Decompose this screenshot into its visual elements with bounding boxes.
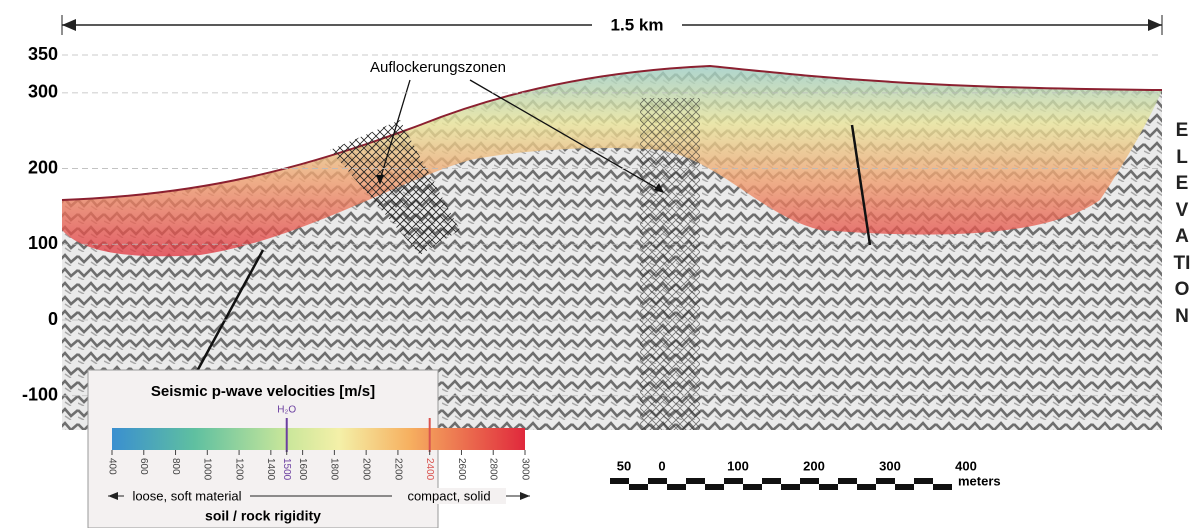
- scale-segment: [762, 478, 781, 484]
- scale-segment: [800, 478, 819, 484]
- scale-label: 400: [955, 458, 977, 473]
- colorbar-tick-label: 1800: [329, 458, 340, 481]
- scale-label: 100: [727, 458, 749, 473]
- colorbar-tick-label: 2600: [456, 458, 467, 481]
- colorbar-tick-label: 3000: [519, 458, 530, 481]
- scale-segment: [876, 478, 895, 484]
- colorbar-tick-label: 1400: [265, 458, 276, 481]
- legend-caption: soil / rock rigidity: [205, 508, 321, 524]
- scale-segment: [933, 484, 952, 490]
- scale-segment: [781, 484, 800, 490]
- elevation-tick-label: 0: [48, 309, 58, 329]
- colorbar-tick-label: 1600: [297, 458, 308, 481]
- scale-segment: [819, 484, 838, 490]
- colorbar-tick-label: 2800: [488, 458, 499, 481]
- elevation-tick-label: 350: [28, 44, 58, 64]
- scale-segment: [667, 484, 686, 490]
- colorbar-tick-label: 400: [106, 458, 117, 475]
- scale-label: 0: [658, 458, 665, 473]
- scale-label: 50: [617, 458, 631, 473]
- colorbar-tick-label: 600: [138, 458, 149, 475]
- elevation-tick-label: -100: [22, 384, 58, 404]
- scale-segment: [610, 478, 629, 484]
- colorbar-tick-label: 1200: [233, 458, 244, 481]
- legend-title: Seismic p-wave velocities [m/s]: [151, 383, 375, 400]
- colorbar-tick-label: 1000: [202, 458, 213, 481]
- scale-segment: [648, 478, 667, 484]
- scale-segment: [838, 478, 857, 484]
- scale-segment: [686, 478, 705, 484]
- elevation-tick-label: 100: [28, 233, 58, 253]
- scale-segment: [629, 484, 648, 490]
- colorbar-tick-label: 2200: [392, 458, 403, 481]
- colorbar-tick-label: 2000: [361, 458, 372, 481]
- right-label: compact, solid: [407, 488, 490, 503]
- scale-segment: [914, 478, 933, 484]
- scale-label: 300: [879, 458, 901, 473]
- colorbar-tick-label: 1500: [281, 458, 292, 481]
- scale-segment: [857, 484, 876, 490]
- elevation-tick-label: 200: [28, 157, 58, 177]
- elevation-label: ELEVATION: [1173, 120, 1191, 327]
- annotation: Auflockerungszonen: [370, 59, 506, 76]
- scale-segment: [724, 478, 743, 484]
- width-label: 1.5 km: [611, 15, 664, 34]
- colorbar-tick-label: 800: [170, 458, 181, 475]
- scale-segment: [895, 484, 914, 490]
- h2o-marker: H₂O: [277, 405, 296, 416]
- scale-unit: meters: [958, 473, 1001, 488]
- scale-segment: [743, 484, 762, 490]
- scale-label: 200: [803, 458, 825, 473]
- scale-segment: [705, 484, 724, 490]
- elevation-tick-label: 300: [28, 82, 58, 102]
- left-label: loose, soft material: [132, 488, 241, 503]
- colorbar-tick-label: 2400: [424, 458, 435, 481]
